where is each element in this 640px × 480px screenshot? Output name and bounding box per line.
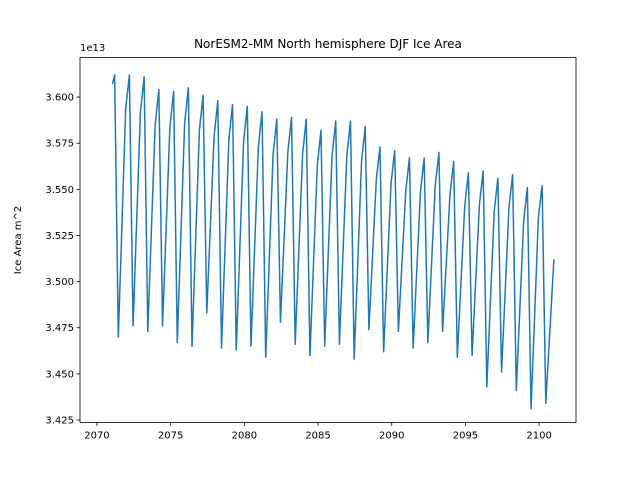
x-tick-label: 2085	[305, 430, 330, 441]
data-line	[111, 74, 555, 410]
chart-title: NorESM2-MM North hemisphere DJF Ice Area	[194, 37, 462, 51]
x-tick-label: 2075	[158, 430, 183, 441]
y-tick-label: 3.525	[45, 231, 74, 242]
x-tick-label: 2070	[84, 430, 109, 441]
y-tick-label: 3.500	[45, 277, 74, 288]
y-tick-label: 3.425	[45, 416, 74, 427]
y-tick-label: 3.450	[45, 369, 74, 380]
y-tick-label: 3.600	[45, 93, 74, 104]
x-tick-label: 2080	[232, 430, 257, 441]
plot-frame	[79, 57, 577, 423]
y-tick-label: 3.475	[45, 323, 74, 334]
y-axis-label: Ice Area m^2	[13, 206, 24, 274]
y-tick-label: 3.550	[45, 185, 74, 196]
x-tick-label: 2095	[453, 430, 478, 441]
x-tick-label: 2090	[379, 430, 404, 441]
y-offset-label: 1e13	[80, 43, 105, 54]
y-tick-label: 3.575	[45, 139, 74, 150]
x-tick-label: 2100	[526, 430, 551, 441]
